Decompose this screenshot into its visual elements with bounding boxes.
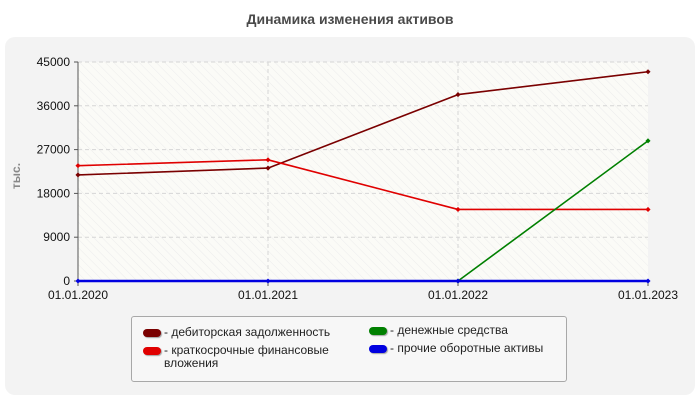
y-tick-label: 45000 bbox=[37, 55, 71, 69]
legend-item-short-term-investments: - краткосрочные финансовые вложения bbox=[143, 344, 363, 370]
x-tick-label: 01.01.2020 bbox=[48, 288, 108, 302]
y-tick-label: 0 bbox=[63, 274, 70, 288]
data-point bbox=[265, 278, 271, 284]
legend-label: - краткосрочные финансовые вложения bbox=[164, 343, 329, 370]
data-point bbox=[645, 278, 651, 284]
legend-label: - прочие оборотные активы bbox=[390, 341, 544, 355]
series-line bbox=[77, 70, 649, 176]
data-point bbox=[455, 278, 461, 284]
data-point bbox=[455, 206, 461, 213]
legend-swatch bbox=[143, 347, 161, 355]
y-tick-label: 18000 bbox=[37, 186, 71, 200]
x-tick-label: 01.01.2023 bbox=[618, 288, 678, 302]
y-axis-label: тыс. bbox=[9, 162, 23, 190]
legend-swatch bbox=[369, 345, 387, 353]
data-point bbox=[75, 172, 81, 178]
x-tick-label: 01.01.2021 bbox=[238, 288, 298, 302]
legend-swatch bbox=[369, 327, 387, 335]
x-tick-label: 01.01.2022 bbox=[428, 288, 488, 302]
series-line bbox=[77, 159, 648, 211]
data-point bbox=[75, 163, 81, 169]
legend-item-cash: - денежные средства bbox=[369, 324, 508, 337]
series-line bbox=[457, 140, 649, 282]
y-tick-label: 9000 bbox=[43, 230, 70, 244]
legend-swatch bbox=[143, 329, 161, 337]
legend-label: - денежные средства bbox=[390, 323, 508, 337]
legend-item-other-current-assets: - прочие оборотные активы bbox=[369, 342, 543, 355]
y-tick-label: 27000 bbox=[37, 143, 71, 157]
chart-legend: - дебиторская задолженность - денежные с… bbox=[131, 316, 567, 382]
chart-title: Динамика изменения активов bbox=[246, 11, 454, 27]
data-point bbox=[265, 157, 271, 163]
legend-item-receivables: - дебиторская задолженность bbox=[143, 326, 330, 339]
y-tick-label: 36000 bbox=[37, 99, 71, 113]
data-point bbox=[265, 165, 271, 171]
legend-label: - дебиторская задолженность bbox=[164, 325, 331, 339]
